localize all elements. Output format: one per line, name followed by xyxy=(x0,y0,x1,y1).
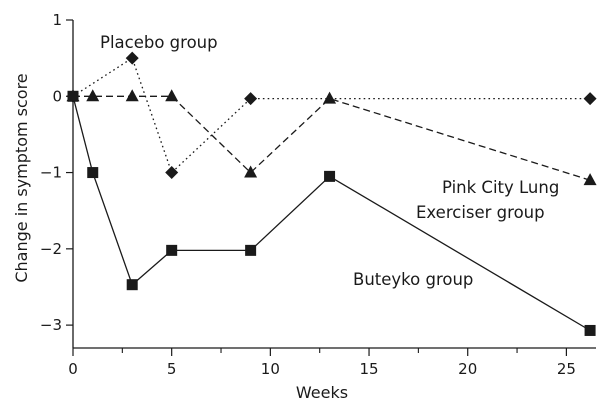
annotation-placebo: Placebo group xyxy=(100,33,218,52)
series-1-line xyxy=(73,95,591,181)
series-annotations: Placebo group Pink City Lung Exerciser g… xyxy=(100,33,559,289)
series-0-point xyxy=(583,92,597,106)
x-tick-label: 5 xyxy=(167,360,177,378)
series-0-point xyxy=(125,51,139,65)
series-2-point xyxy=(126,279,138,291)
series-2 xyxy=(67,90,596,336)
axes: 10−1−2−30 5 10 15 20 25 xyxy=(40,11,596,378)
series-2-point xyxy=(245,244,257,256)
y-tick-label: 0 xyxy=(52,87,62,105)
y-tick-label: 1 xyxy=(52,11,62,29)
y-tick-label: −1 xyxy=(40,164,62,182)
series-1-point xyxy=(583,173,597,186)
series-2-point xyxy=(87,167,99,179)
series-0-point xyxy=(244,92,258,106)
series-1-point xyxy=(244,165,258,178)
x-tick-label: 0 xyxy=(68,360,78,378)
series-0-line xyxy=(72,57,591,174)
y-tick-label: −3 xyxy=(40,316,62,334)
x-tick-label: 20 xyxy=(458,360,477,378)
y-tick-label: −2 xyxy=(40,240,62,258)
series-2-point xyxy=(324,170,336,182)
x-tick-label: 25 xyxy=(557,360,576,378)
annotation-pink-city-line2: Exerciser group xyxy=(416,203,545,222)
annotation-buteyko: Buteyko group xyxy=(353,270,473,289)
y-axis-title: Change in symptom score xyxy=(12,73,31,282)
annotation-pink-city-line1: Pink City Lung xyxy=(442,178,559,197)
series-2-point xyxy=(166,244,178,256)
series-0 xyxy=(66,51,597,180)
series-layer xyxy=(66,51,597,336)
x-tick-label: 10 xyxy=(261,360,280,378)
series-1-point xyxy=(125,89,139,102)
series-1-point xyxy=(323,91,337,104)
x-tick-label: 15 xyxy=(359,360,378,378)
x-axis-title: Weeks xyxy=(296,383,348,400)
series-2-point xyxy=(67,90,79,102)
series-1 xyxy=(66,89,597,186)
series-1-point xyxy=(86,89,100,102)
series-0-point xyxy=(165,166,179,180)
series-2-point xyxy=(584,324,596,336)
series-1-point xyxy=(165,89,179,102)
